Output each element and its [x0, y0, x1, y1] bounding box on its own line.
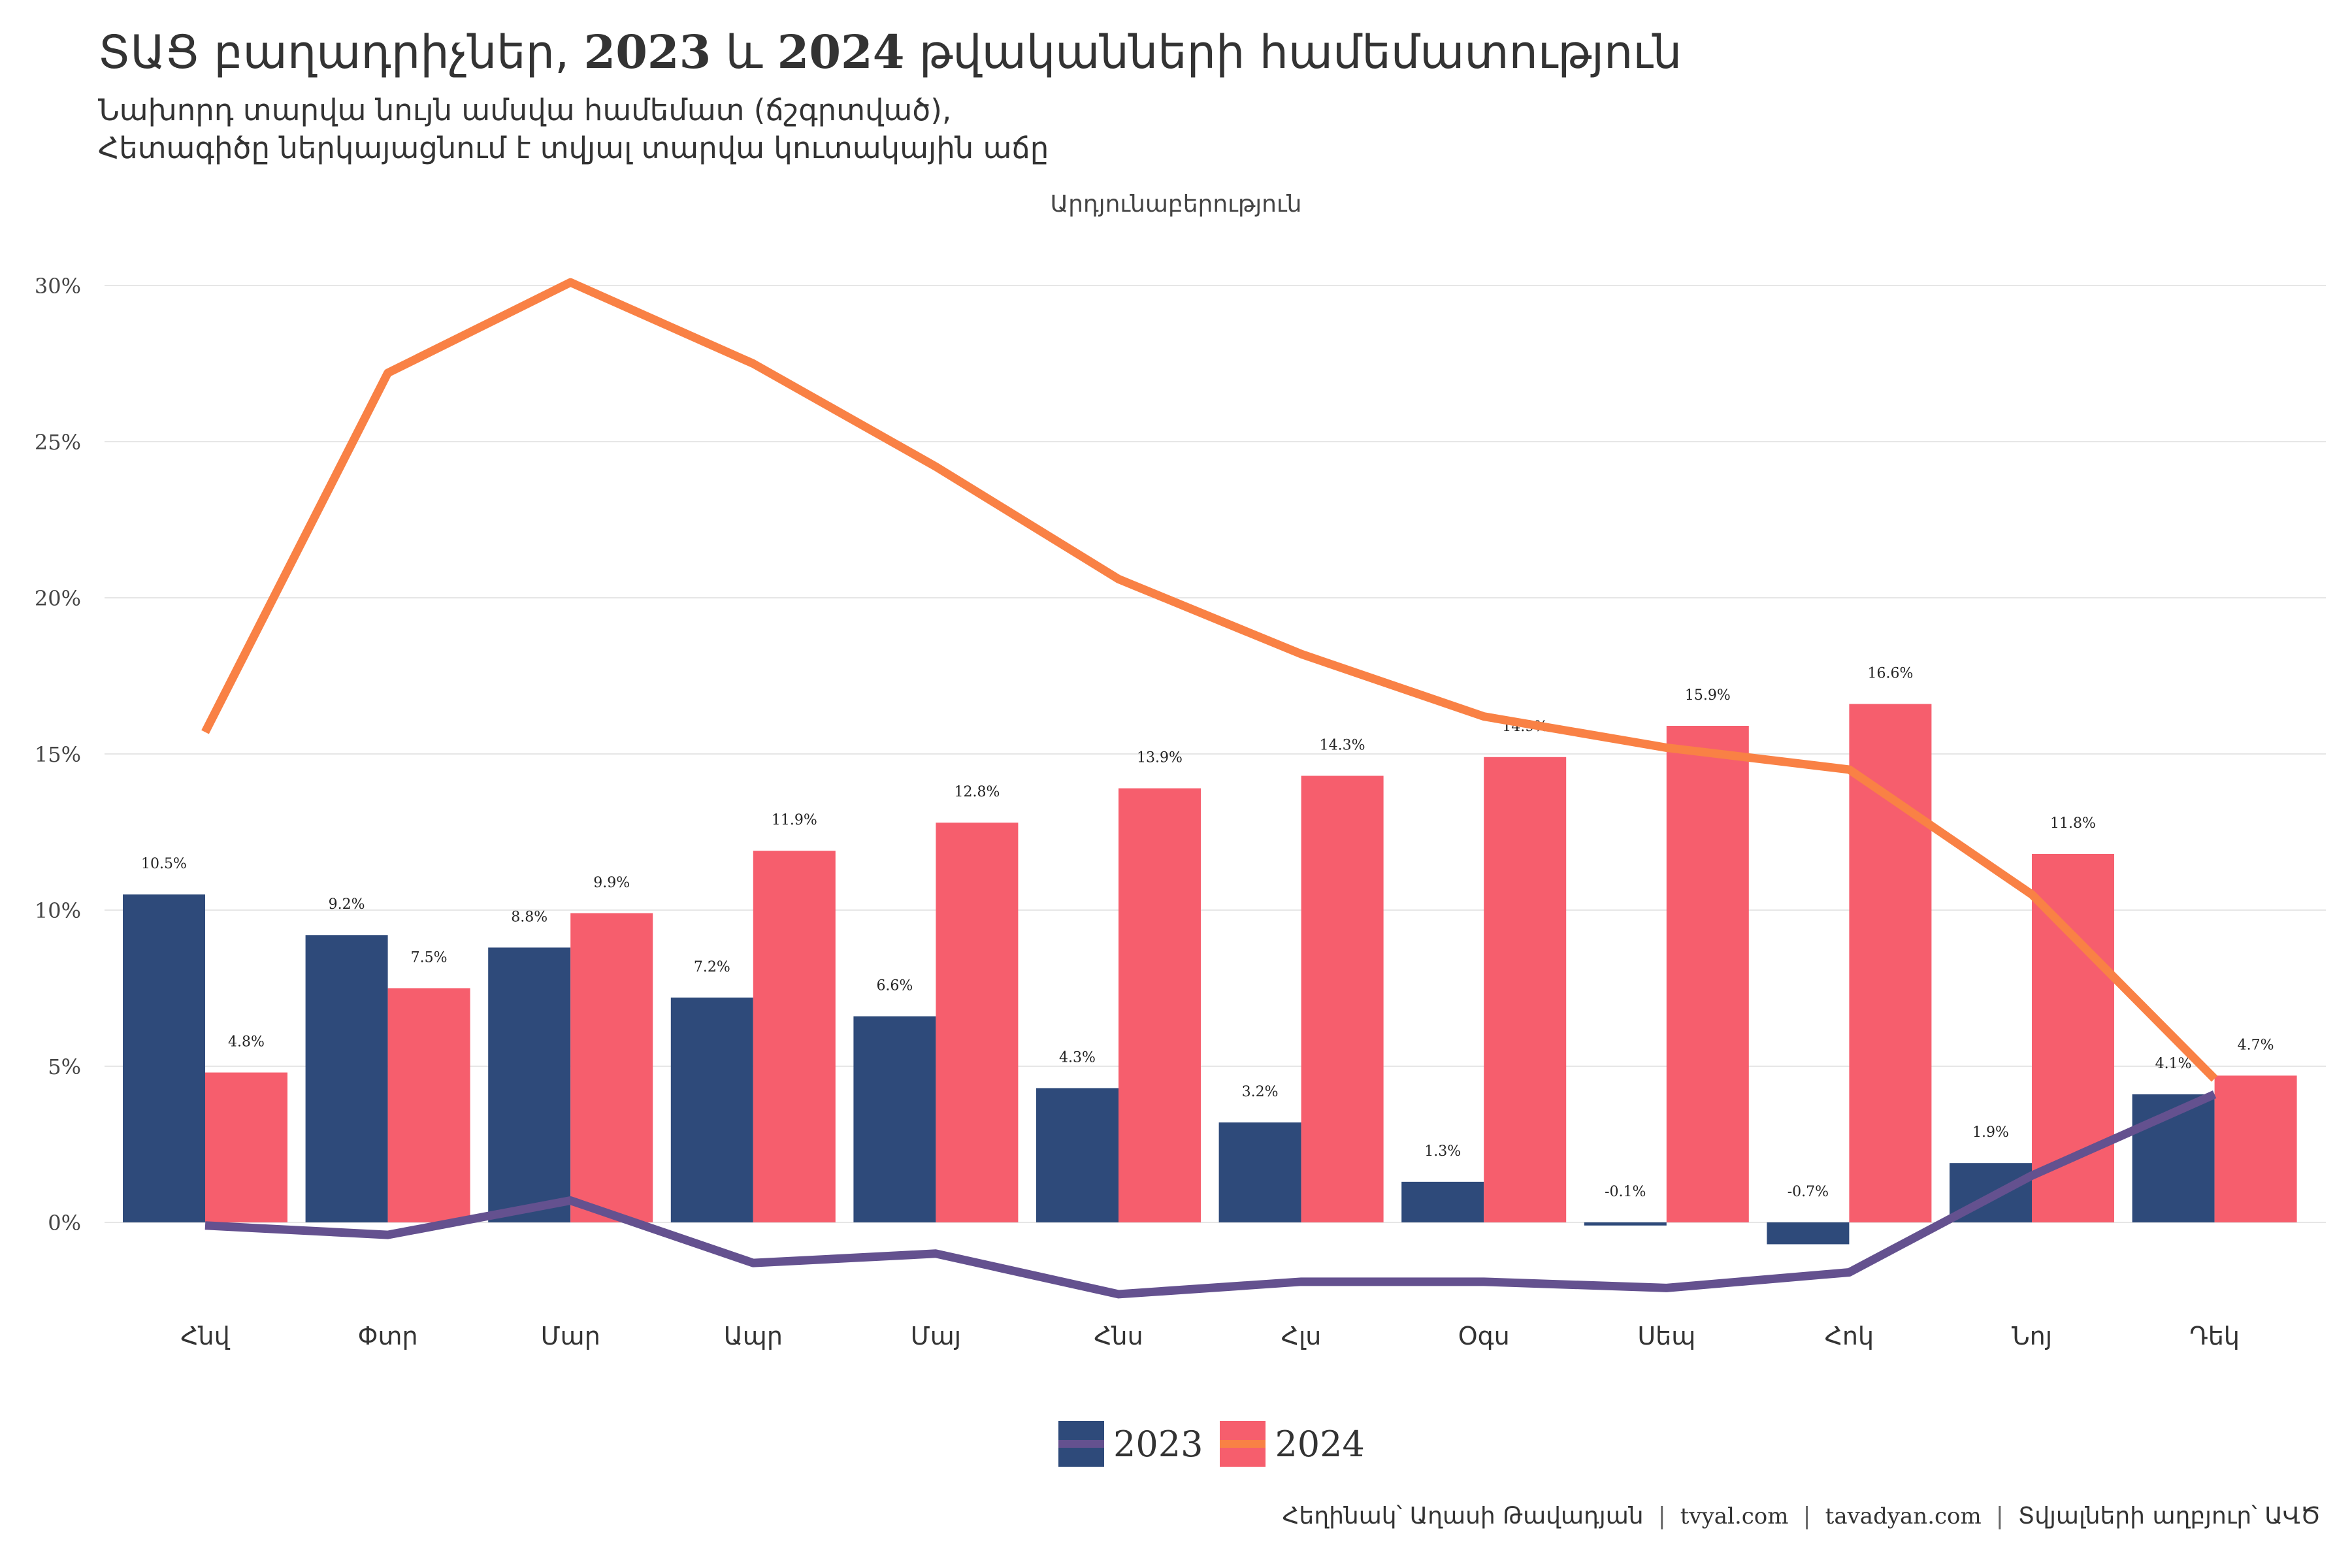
bar-2023	[305, 935, 388, 1222]
x-tick-label: Մայ	[911, 1322, 961, 1350]
bar-2023	[1767, 1222, 1850, 1245]
value-label-2024: 9.9%	[593, 875, 630, 891]
caption-separator: |	[1995, 1503, 2004, 1529]
line-2024	[201, 278, 2218, 1082]
bar-2024	[1849, 704, 1932, 1222]
y-tick-label: 30%	[35, 274, 81, 299]
value-label-2023: 10.5%	[141, 856, 187, 872]
bar-2023	[488, 947, 571, 1222]
y-tick-label: 15%	[35, 742, 81, 767]
bar-2023	[1218, 1122, 1301, 1222]
legend-item-2023: 2023	[1058, 1421, 1203, 1467]
value-label-2024: 13.9%	[1137, 750, 1183, 766]
line-2023	[204, 1090, 2217, 1299]
bar-2023	[1584, 1222, 1667, 1226]
bar-2024	[1119, 788, 1201, 1222]
y-tick-label: 5%	[48, 1054, 81, 1079]
value-label-2024: 15.9%	[1685, 687, 1731, 704]
value-label-2023: 3.2%	[1242, 1084, 1279, 1100]
x-tick-label: Հնս	[1094, 1322, 1143, 1350]
value-label-2023: 7.2%	[694, 959, 730, 975]
value-label-2023: 1.9%	[1972, 1124, 2009, 1141]
caption-site-tvyal: tvyal.com	[1680, 1503, 1789, 1529]
bar-2024	[936, 823, 1019, 1222]
x-tick-label: Նոյ	[2012, 1322, 2052, 1350]
bar-2024	[1301, 776, 1384, 1222]
y-tick-label: 25%	[35, 430, 81, 455]
value-label-2024: 11.9%	[772, 812, 817, 828]
x-tick-label: Օգս	[1458, 1322, 1510, 1350]
bar-2024	[1666, 725, 1749, 1222]
legend-label-2024: 2024	[1275, 1423, 1365, 1465]
x-tick-label: Ապր	[724, 1322, 783, 1350]
chart-area: 0% 5% 10% 15% 20% 25% 30% 10.5% 9.2% 8.8% 7.2% 6.6%…	[35, 274, 2326, 1350]
x-tick-label: Դեկ	[2189, 1322, 2240, 1350]
bar-2024	[2214, 1075, 2297, 1222]
value-label-2023: 4.3%	[1059, 1049, 1096, 1066]
y-tick-label: 20%	[35, 586, 81, 611]
title-part-a: ՏԱՑ բաղադրիչներ,	[98, 25, 584, 79]
bar-2023	[853, 1016, 936, 1222]
x-tick-label: Սեպ	[1637, 1322, 1695, 1350]
value-label-2023: -0.1%	[1605, 1184, 1646, 1200]
x-tick-label: Մար	[541, 1322, 600, 1350]
bar-2023	[123, 894, 205, 1222]
title-part-c: թվականների համեմատություն	[904, 25, 1682, 79]
value-label-2023: 6.6%	[876, 978, 913, 994]
caption-source: Տվյալների աղբյուր՝ ԱՎԾ	[2017, 1503, 2321, 1529]
caption-author: Հեղինակ՝ Աղասի Թավադյան	[1282, 1503, 1644, 1529]
value-label-2024: 4.8%	[228, 1034, 265, 1051]
caption-separator: |	[1658, 1503, 1666, 1529]
title-part-b: և	[711, 25, 777, 79]
caption-separator: |	[1803, 1503, 1811, 1529]
y-tick-label: 0%	[48, 1211, 81, 1235]
caption-site-tavadyan: tavadyan.com	[1825, 1503, 1982, 1529]
value-label-2023: -0.7%	[1788, 1184, 1829, 1200]
chart-title: ՏԱՑ բաղադրիչներ, 2023 և 2024 թվականների …	[98, 25, 1682, 79]
value-label-2023: 4.1%	[2155, 1056, 2192, 1072]
bar-2024	[570, 913, 653, 1222]
value-label-2024: 12.8%	[954, 784, 1000, 800]
bar-2023	[670, 997, 753, 1222]
bar-2024	[387, 988, 470, 1222]
bar-2024	[1484, 757, 1567, 1222]
legend: 2023 2024	[1058, 1421, 1365, 1467]
title-year-2023: 2023	[583, 25, 711, 79]
title-year-2024: 2024	[777, 25, 905, 79]
x-tick-label: Փտր	[358, 1322, 418, 1350]
x-tick-label: Հլս	[1281, 1322, 1322, 1350]
value-label-2024: 4.7%	[2238, 1037, 2274, 1053]
y-tick-label: 10%	[35, 898, 81, 923]
value-label-2024: 16.6%	[1867, 666, 1913, 682]
bar-2023	[1036, 1088, 1119, 1222]
bar-2024	[753, 851, 836, 1222]
x-tick-label: Հնվ	[180, 1322, 230, 1350]
bar-2023	[1401, 1181, 1484, 1222]
legend-item-2024: 2024	[1220, 1421, 1365, 1467]
legend-key-2024	[1220, 1421, 1266, 1467]
value-label-2023: 1.3%	[1424, 1143, 1461, 1160]
value-label-2023: 8.8%	[511, 909, 547, 925]
value-label-2023: 9.2%	[329, 896, 365, 913]
value-label-2024: 11.8%	[2050, 815, 2096, 832]
legend-key-2023	[1058, 1421, 1104, 1467]
legend-label-2023: 2023	[1113, 1423, 1203, 1465]
caption: Հեղինակ՝ Աղասի Թավադյան | tvyal.com | tavady…	[1282, 1503, 2321, 1529]
x-tick-label: Հոկ	[1825, 1322, 1874, 1350]
value-label-2024: 14.3%	[1320, 737, 1365, 753]
chart-subtitle: Նախորդ տարվա նույն ամսվա համեմատ (ճշգրտվ…	[98, 93, 1049, 165]
bar-2024	[205, 1072, 287, 1222]
facet-label: Արդյունաբերություն	[1050, 191, 1302, 218]
value-label-2024: 7.5%	[411, 950, 448, 966]
